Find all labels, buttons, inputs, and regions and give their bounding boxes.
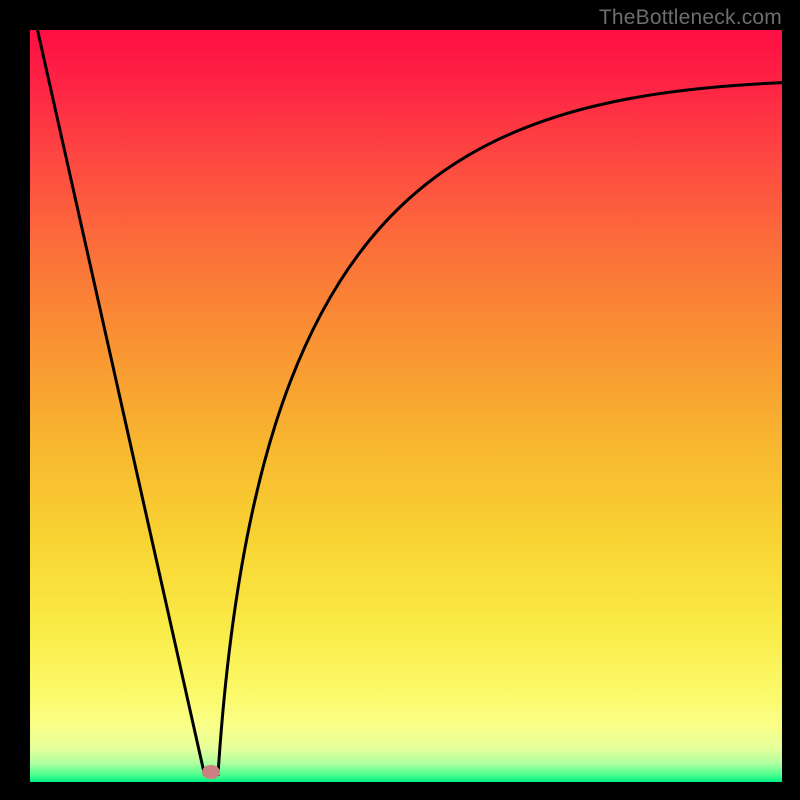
bottleneck-curve bbox=[38, 30, 782, 774]
frame-border-left bbox=[0, 0, 30, 800]
curve-svg bbox=[30, 30, 782, 782]
chart-frame: TheBottleneck.com bbox=[0, 0, 800, 800]
optimum-point-marker bbox=[202, 765, 220, 779]
frame-border-bottom bbox=[0, 782, 800, 800]
plot-area bbox=[30, 30, 782, 782]
watermark-text: TheBottleneck.com bbox=[599, 6, 782, 30]
frame-border-right bbox=[782, 0, 800, 800]
